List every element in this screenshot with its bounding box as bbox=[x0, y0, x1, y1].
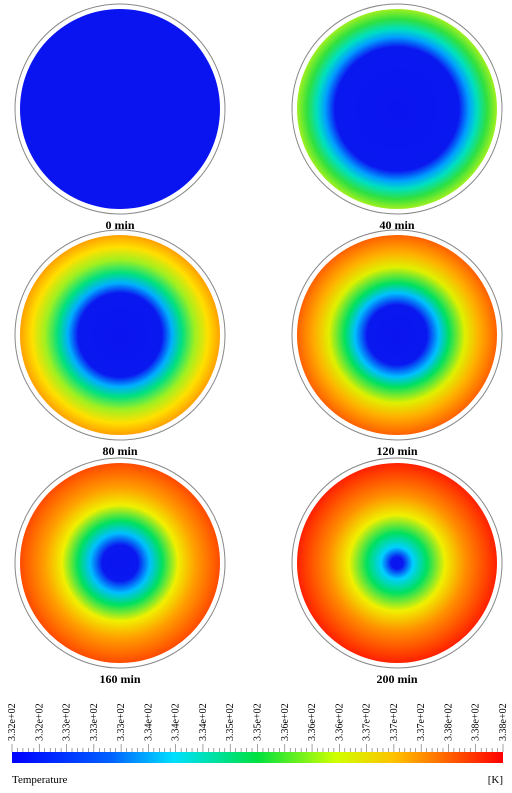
temperature-field bbox=[297, 235, 497, 435]
colorbar-tick-label: 3.34e+02 bbox=[171, 703, 182, 741]
colorbar-tick-label: 3.33e+02 bbox=[89, 703, 100, 741]
colorbar bbox=[12, 752, 503, 763]
temperature-field bbox=[20, 463, 220, 663]
colorbar-tick-label: 3.32e+02 bbox=[7, 703, 18, 741]
colorbar-tick-label: 3.37e+02 bbox=[389, 703, 400, 741]
panel-label: 120 min bbox=[376, 444, 417, 458]
colorbar-tick-label: 3.37e+02 bbox=[416, 703, 427, 741]
domain-outline bbox=[14, 457, 226, 669]
colorbar-tick-label: 3.35e+02 bbox=[225, 703, 236, 741]
colorbar-tick-label: 3.38e+02 bbox=[443, 703, 454, 741]
colorbar-tick-label: 3.33e+02 bbox=[116, 703, 127, 741]
colorbar-tick-label: 3.34e+02 bbox=[143, 703, 154, 741]
colorbar-tick-label: 3.37e+02 bbox=[362, 703, 373, 741]
domain-outline bbox=[14, 3, 226, 215]
colorbar-tick-label: 3.36e+02 bbox=[280, 703, 291, 741]
temperature-field bbox=[20, 235, 220, 435]
panel-label: 200 min bbox=[376, 672, 417, 686]
colorbar-tick-label: 3.35e+02 bbox=[253, 703, 264, 741]
temperature-field bbox=[297, 9, 497, 209]
panel-label: 160 min bbox=[99, 672, 140, 686]
temperature-field bbox=[20, 9, 220, 209]
colorbar-tick-label: 3.36e+02 bbox=[307, 703, 318, 741]
colorbar-tick-label: 3.38e+02 bbox=[498, 703, 509, 741]
domain-outline bbox=[14, 229, 226, 441]
colorbar-unit: [K] bbox=[488, 774, 503, 786]
panel-label: 80 min bbox=[102, 444, 137, 458]
temperature-field bbox=[297, 463, 497, 663]
domain-outline bbox=[291, 457, 503, 669]
colorbar-tick-label: 3.33e+02 bbox=[62, 703, 73, 741]
colorbar-tick-label: 3.38e+02 bbox=[471, 703, 482, 741]
panel-label: 40 min bbox=[379, 218, 414, 232]
domain-outline bbox=[291, 3, 503, 215]
domain-outline bbox=[291, 229, 503, 441]
colorbar-tick-label: 3.34e+02 bbox=[198, 703, 209, 741]
colorbar-title: Temperature bbox=[12, 774, 68, 786]
colorbar-tick-label: 3.32e+02 bbox=[34, 703, 45, 741]
panel-label: 0 min bbox=[105, 218, 134, 232]
colorbar-tick-label: 3.36e+02 bbox=[334, 703, 345, 741]
